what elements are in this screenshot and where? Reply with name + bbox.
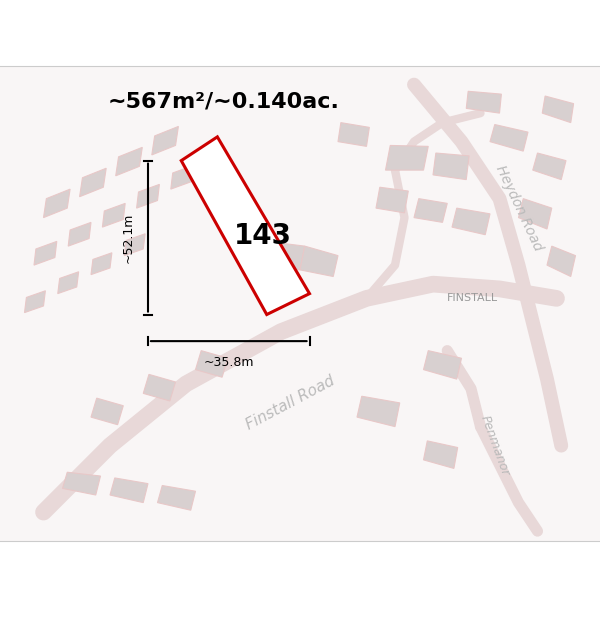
Polygon shape — [466, 91, 502, 113]
Polygon shape — [196, 351, 228, 378]
Polygon shape — [338, 122, 370, 146]
Text: ~52.1m: ~52.1m — [122, 213, 134, 262]
Polygon shape — [62, 472, 100, 495]
Polygon shape — [157, 486, 196, 510]
Text: Heydon Road: Heydon Road — [493, 163, 544, 253]
Polygon shape — [137, 184, 160, 208]
Text: ~567m²/~0.140ac.: ~567m²/~0.140ac. — [108, 92, 340, 112]
Polygon shape — [533, 153, 566, 179]
Polygon shape — [424, 351, 461, 379]
Polygon shape — [34, 241, 57, 265]
Polygon shape — [171, 166, 194, 189]
Polygon shape — [424, 441, 458, 468]
Polygon shape — [376, 188, 409, 213]
Polygon shape — [91, 253, 112, 274]
Text: Penmanor: Penmanor — [478, 414, 512, 478]
Polygon shape — [542, 96, 574, 122]
Polygon shape — [452, 208, 490, 235]
Text: ~35.8m: ~35.8m — [203, 356, 254, 369]
Polygon shape — [262, 241, 305, 270]
Polygon shape — [386, 146, 428, 170]
Polygon shape — [143, 374, 176, 401]
Polygon shape — [357, 396, 400, 427]
Text: 143, FINSTALL ROAD, FINSTALL, BROMSGROVE, B60 3DE: 143, FINSTALL ROAD, FINSTALL, BROMSGROVE… — [79, 14, 521, 28]
Polygon shape — [518, 199, 552, 229]
Polygon shape — [80, 168, 106, 197]
Polygon shape — [152, 126, 178, 155]
Polygon shape — [25, 291, 46, 312]
Polygon shape — [103, 203, 125, 227]
Polygon shape — [58, 272, 79, 294]
Polygon shape — [91, 398, 124, 425]
Polygon shape — [116, 148, 142, 176]
Polygon shape — [300, 246, 338, 276]
Polygon shape — [414, 199, 447, 222]
Text: 143: 143 — [234, 222, 292, 250]
Text: Contains OS data © Crown copyright and database right 2021. This information is : Contains OS data © Crown copyright and d… — [18, 543, 413, 588]
Polygon shape — [68, 222, 91, 246]
Text: Map shows position and indicative extent of the property.: Map shows position and indicative extent… — [130, 44, 470, 58]
Text: Finstall Road: Finstall Road — [244, 373, 337, 432]
Polygon shape — [490, 124, 528, 151]
Text: FINSTALL: FINSTALL — [447, 293, 499, 303]
Polygon shape — [110, 478, 148, 502]
Text: Contains OS data © Crown copyright and database right 2021. This information is : Contains OS data © Crown copyright and d… — [18, 543, 581, 573]
Polygon shape — [433, 153, 469, 179]
Polygon shape — [124, 234, 145, 256]
Polygon shape — [43, 189, 70, 218]
Polygon shape — [181, 137, 310, 314]
Polygon shape — [547, 246, 575, 276]
